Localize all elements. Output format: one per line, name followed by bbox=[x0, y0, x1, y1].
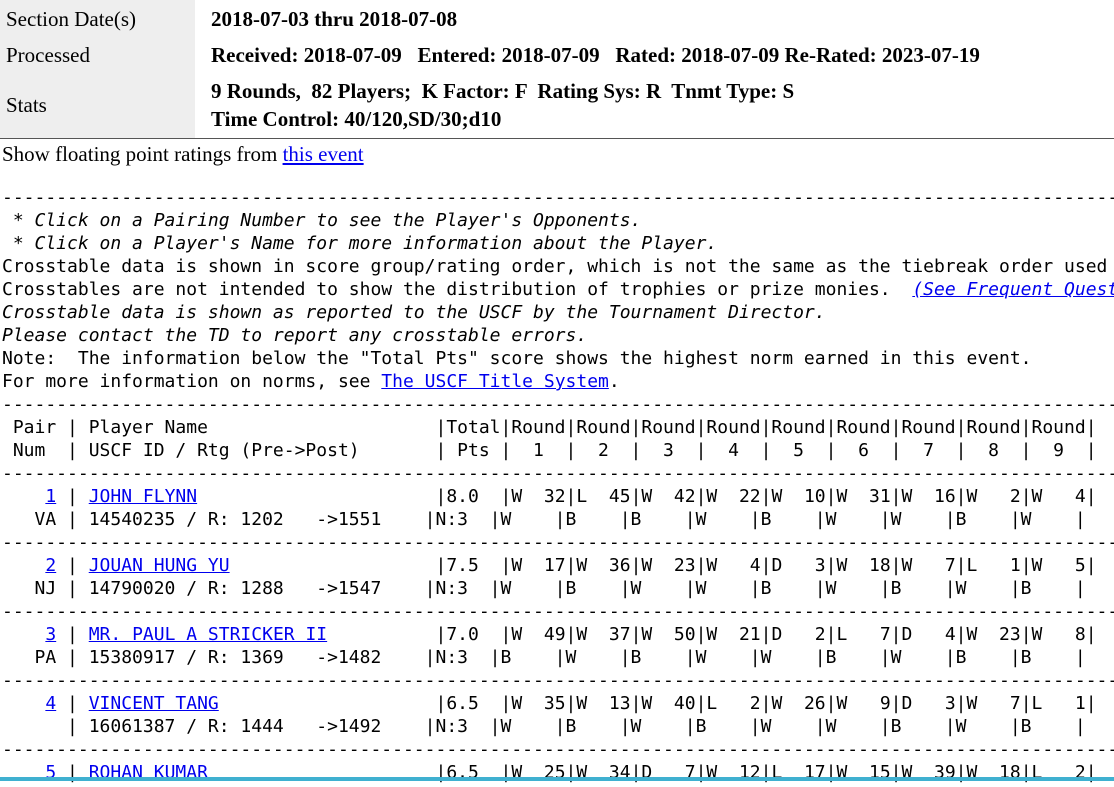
note-norm: Note: The information below the "Total P… bbox=[2, 348, 1032, 369]
dash-line: ----------------------------------------… bbox=[2, 739, 1114, 760]
dash-line: ----------------------------------------… bbox=[2, 601, 1114, 622]
dash-line: ----------------------------------------… bbox=[2, 670, 1114, 691]
pair-number-link[interactable]: 3 bbox=[45, 624, 57, 645]
row-separator: | bbox=[56, 486, 89, 507]
window-bottom-edge bbox=[0, 777, 1114, 781]
processed-value: Received: 2018-07-09 Entered: 2018-07-09… bbox=[211, 42, 980, 67]
dash-line: ----------------------------------------… bbox=[2, 532, 1114, 553]
pair-number-link[interactable]: 2 bbox=[45, 555, 57, 576]
section-dates-label: Section Date(s) bbox=[0, 0, 195, 38]
note-trophies: Crosstables are not intended to show the… bbox=[2, 279, 913, 300]
floating-ratings-line: Show floating point ratings from this ev… bbox=[2, 142, 364, 167]
this-event-link[interactable]: this event bbox=[282, 142, 364, 166]
note-contact: Please contact the TD to report any cros… bbox=[2, 325, 588, 346]
row-results: |6.5 |W 35|W 13|W 40|L 2|W 26|W 9|D 3|W … bbox=[218, 693, 1097, 714]
row-separator: | bbox=[56, 624, 89, 645]
dash-line: ----------------------------------------… bbox=[2, 187, 1114, 208]
row-separator: | bbox=[56, 555, 89, 576]
floating-ratings-text: Show floating point ratings from bbox=[2, 142, 283, 166]
stats-line-1: 9 Rounds, 82 Players; K Factor: F Rating… bbox=[211, 79, 795, 103]
uscf-title-system-link[interactable]: The USCF Title System bbox=[381, 371, 609, 392]
row-pad bbox=[2, 486, 45, 507]
player-row-2-detail: NJ | 14790020 / R: 1288 ->1547 |N:3 |W |… bbox=[2, 578, 1086, 599]
note-norm-more: For more information on norms, see bbox=[2, 371, 382, 392]
player-row-4: 4 | VINCENT TANG |6.5 |W 35|W 13|W 40|L … bbox=[2, 693, 1097, 714]
table-header-line-1: Pair | Player Name |Total|Round|Round|Ro… bbox=[2, 417, 1097, 438]
crosstable: ----------------------------------------… bbox=[2, 186, 1114, 784]
player-row-4-detail: | 16061387 / R: 1444 ->1492 |N:3 |W |B |… bbox=[2, 716, 1086, 737]
stats-label: Stats bbox=[0, 72, 195, 138]
processed-label: Processed bbox=[0, 38, 195, 72]
faq-link[interactable]: (See Frequent Questi bbox=[912, 279, 1114, 300]
player-name-link[interactable]: JOUAN HUNG YU bbox=[88, 555, 230, 576]
row-results: |7.0 |W 49|W 37|W 50|W 21|D 2|L 7|D 4|W … bbox=[327, 624, 1097, 645]
pair-number-link[interactable]: 1 bbox=[45, 486, 57, 507]
pair-number-link[interactable]: 5 bbox=[45, 762, 57, 783]
dash-line: ----------------------------------------… bbox=[2, 394, 1114, 415]
player-name-link[interactable]: MR. PAUL A STRICKER II bbox=[88, 624, 328, 645]
note-order: Crosstable data is shown in score group/… bbox=[2, 256, 1114, 277]
player-row-1: 1 | JOHN FLYNN |8.0 |W 32|L 45|W 42|W 22… bbox=[2, 486, 1097, 507]
dash-line: ----------------------------------------… bbox=[2, 463, 1114, 484]
stats-value: 9 Rounds, 82 Players; K Factor: F Rating… bbox=[195, 72, 1114, 138]
section-dates-value: 2018-07-03 thru 2018-07-08 bbox=[211, 6, 458, 31]
row-pad bbox=[2, 693, 45, 714]
row-separator: | bbox=[56, 693, 89, 714]
row-results: |8.0 |W 32|L 45|W 42|W 22|W 10|W 31|W 16… bbox=[197, 486, 1097, 507]
row-pad bbox=[2, 555, 45, 576]
pair-number-link[interactable]: 4 bbox=[45, 693, 57, 714]
note-reported: Crosstable data is shown as reported to … bbox=[2, 302, 826, 323]
summary-divider bbox=[0, 138, 1114, 139]
player-name-link[interactable]: VINCENT TANG bbox=[88, 693, 219, 714]
table-header-line-2: Num | USCF ID / Rtg (Pre->Post) | Pts | … bbox=[2, 440, 1097, 461]
player-row-1-detail: VA | 14540235 / R: 1202 ->1551 |N:3 |W |… bbox=[2, 509, 1086, 530]
player-row-2: 2 | JOUAN HUNG YU |7.5 |W 17|W 36|W 23|W… bbox=[2, 555, 1097, 576]
row-separator: | bbox=[56, 762, 89, 783]
player-row-3: 3 | MR. PAUL A STRICKER II |7.0 |W 49|W … bbox=[2, 624, 1097, 645]
player-row-3-detail: PA | 15380917 / R: 1369 ->1482 |N:3 |B |… bbox=[2, 647, 1086, 668]
note-click-name: * Click on a Player's Name for more info… bbox=[2, 233, 718, 254]
note-click-pair: * Click on a Pairing Number to see the P… bbox=[2, 210, 642, 231]
section-summary-table: Section Date(s) 2018-07-03 thru 2018-07-… bbox=[0, 0, 1114, 138]
row-results: |7.5 |W 17|W 36|W 23|W 4|D 3|W 18|W 7|L … bbox=[229, 555, 1097, 576]
row-pad bbox=[2, 624, 45, 645]
note-period: . bbox=[608, 371, 620, 392]
stats-line-2: Time Control: 40/120,SD/30;d10 bbox=[211, 107, 502, 131]
player-name-link[interactable]: JOHN FLYNN bbox=[88, 486, 198, 507]
